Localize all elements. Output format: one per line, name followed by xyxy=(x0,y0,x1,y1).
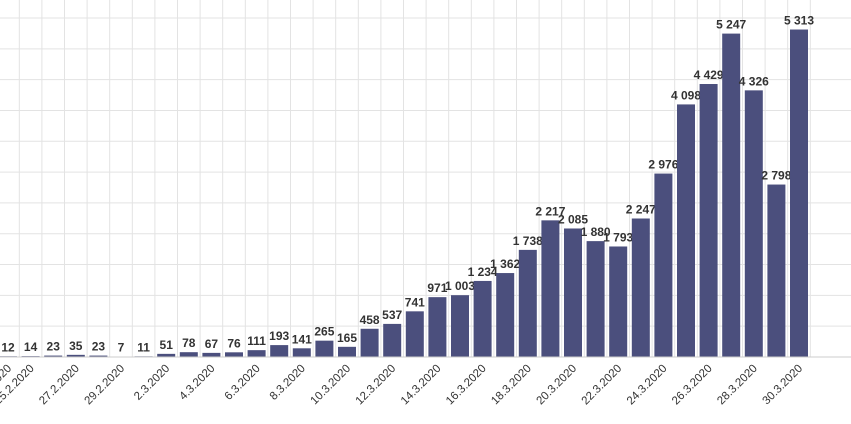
x-tick-label: 22.3.2020 xyxy=(580,363,625,408)
x-tick-label: 27.2.2020 xyxy=(37,363,82,408)
value-label: 537 xyxy=(382,308,402,322)
value-label: 35 xyxy=(69,339,83,353)
bar xyxy=(89,355,108,357)
value-label: 4 098 xyxy=(671,88,701,102)
bar xyxy=(157,353,176,357)
bar xyxy=(541,220,560,357)
bar xyxy=(699,84,718,357)
value-label: 1 793 xyxy=(603,230,633,244)
x-tick-label: 14.3.2020 xyxy=(399,363,444,408)
x-tick-label: 30.3.2020 xyxy=(760,363,805,408)
value-label: 7 xyxy=(118,341,125,355)
bar xyxy=(315,340,334,357)
bar xyxy=(179,352,198,357)
bar xyxy=(609,246,628,357)
value-label: 23 xyxy=(47,340,61,354)
value-label: 23 xyxy=(92,340,106,354)
bar xyxy=(338,346,356,357)
value-label: 5 247 xyxy=(716,18,746,32)
value-label: 165 xyxy=(337,331,357,345)
value-label: 2 217 xyxy=(535,204,565,218)
value-label: 111 xyxy=(247,334,266,348)
bar xyxy=(360,328,379,357)
value-label: 1 003 xyxy=(445,279,475,293)
bar xyxy=(405,311,424,357)
x-tick-label: 28.3.2020 xyxy=(715,363,760,408)
value-label: 1 362 xyxy=(490,257,520,271)
bar xyxy=(564,228,582,357)
bar xyxy=(270,345,289,357)
x-tick-label: 29.2.2020 xyxy=(82,363,127,408)
bar xyxy=(44,355,63,357)
bar xyxy=(586,241,605,357)
bar xyxy=(496,273,515,357)
value-label: 4 429 xyxy=(694,68,724,82)
value-label: 78 xyxy=(182,336,196,350)
value-label: 2 247 xyxy=(626,203,656,217)
bar xyxy=(677,104,695,357)
x-tick-label: 8.3.2020 xyxy=(268,363,308,403)
bar xyxy=(631,218,650,357)
value-label: 141 xyxy=(292,332,312,346)
value-label: 14 xyxy=(24,340,38,354)
bar xyxy=(383,323,402,357)
value-label: 5 313 xyxy=(784,14,814,28)
bar xyxy=(451,295,469,357)
bar xyxy=(292,348,311,357)
value-label: 1 738 xyxy=(513,234,543,248)
bar xyxy=(767,184,786,357)
value-label: 1 880 xyxy=(581,225,611,239)
value-label: 265 xyxy=(314,325,334,339)
value-label: 12 xyxy=(1,340,15,354)
bar xyxy=(722,33,741,358)
x-tick-label: 10.3.2020 xyxy=(308,363,353,408)
value-label: 76 xyxy=(227,336,241,350)
value-label: 971 xyxy=(427,281,447,295)
value-label: 458 xyxy=(360,313,380,327)
value-label: 4 326 xyxy=(739,74,769,88)
x-tick-label: 6.3.2020 xyxy=(223,363,263,403)
bar xyxy=(225,352,243,357)
value-label: 2 085 xyxy=(558,212,588,226)
value-label: 741 xyxy=(405,295,425,309)
bar xyxy=(790,29,808,357)
value-label: 51 xyxy=(160,338,174,352)
value-label: 1 234 xyxy=(468,265,498,279)
value-label: 67 xyxy=(205,337,219,351)
x-tick-label: 20.3.2020 xyxy=(534,363,579,408)
x-tick-label: 4.3.2020 xyxy=(177,363,217,403)
bar xyxy=(202,352,221,357)
value-label: 2 798 xyxy=(761,169,791,183)
bar xyxy=(66,354,85,357)
x-tick-label: 16.3.2020 xyxy=(444,363,489,408)
x-tick-label: 26.3.2020 xyxy=(670,363,715,408)
x-tick-label: 24.3.2020 xyxy=(625,363,670,408)
x-tick-label: 12.3.2020 xyxy=(354,363,399,408)
value-label: 11 xyxy=(137,340,150,354)
x-tick-label: 18.3.2020 xyxy=(489,363,534,408)
bar xyxy=(744,90,763,358)
bar xyxy=(518,249,537,357)
bar xyxy=(473,280,492,357)
x-tick-label: 2.3.2020 xyxy=(132,363,172,403)
value-label: 193 xyxy=(269,329,289,343)
bar xyxy=(654,173,673,357)
bar xyxy=(247,350,266,357)
value-label: 2 976 xyxy=(648,158,678,172)
bar xyxy=(428,297,447,357)
